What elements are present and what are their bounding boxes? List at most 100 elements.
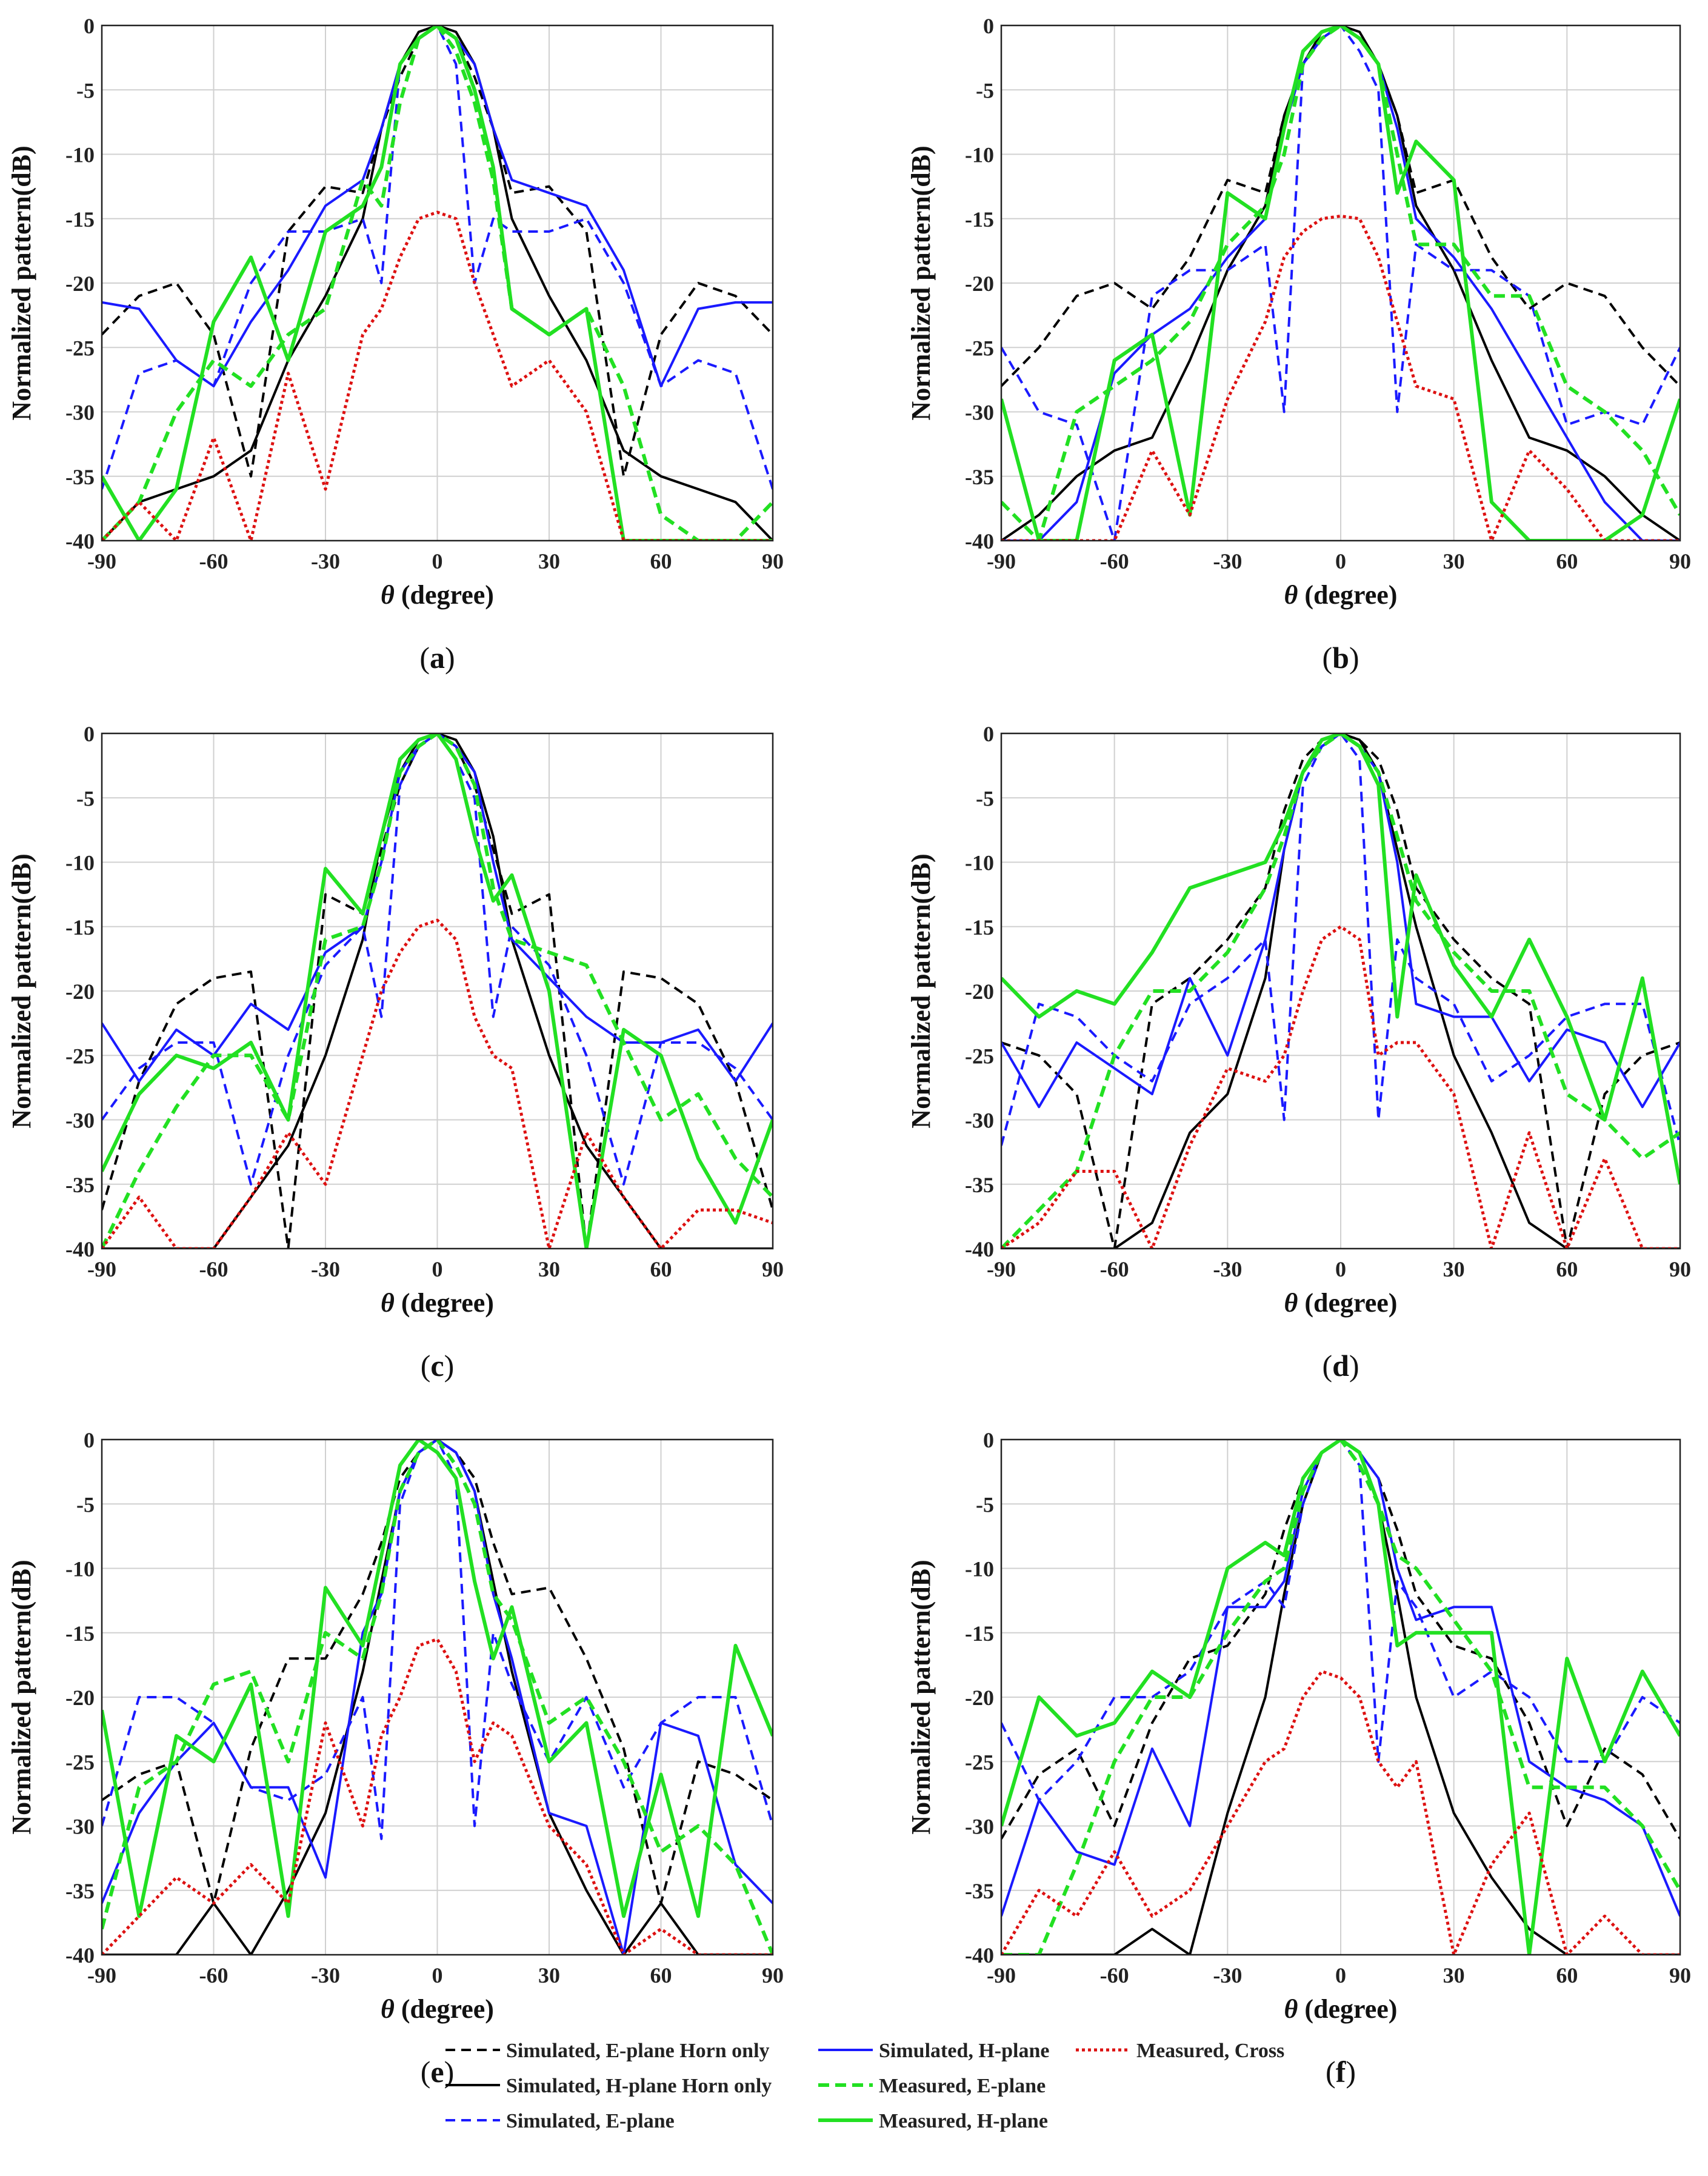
panel-c: -90 -60 -30 0 30 60 90 0 -5 -10 -15 -20 -25 -30 -35 -40… — [7, 722, 784, 1383]
y-tick-label: 0 — [84, 722, 95, 746]
x-tick-label: 60 — [1556, 549, 1578, 573]
y-tick-label: -15 — [965, 1621, 994, 1646]
series-sim-e-horn — [1001, 1440, 1680, 1840]
y-tick-label: -15 — [65, 1621, 95, 1646]
y-tick-label: -35 — [965, 1879, 994, 1903]
y-tick-label: -25 — [965, 1750, 994, 1774]
x-axis-label: θ (degree) — [1284, 580, 1398, 610]
y-tick-label: -20 — [65, 980, 95, 1004]
x-axis-label: θ (degree) — [381, 1994, 494, 2024]
y-tick-label: -20 — [965, 980, 994, 1004]
series-sim-h-horn — [1001, 733, 1680, 1249]
y-axis-label: Normalized pattern(dB) — [7, 1560, 36, 1834]
series-meas-h — [1001, 25, 1680, 541]
legend-item-sim-e: Simulated, E-plane — [445, 2110, 675, 2132]
series-meas-cross — [102, 210, 773, 541]
y-tick-label: -30 — [65, 1109, 95, 1133]
x-axis-label: θ (degree) — [1284, 1288, 1398, 1318]
x-tick-label: 0 — [1335, 1963, 1346, 1987]
y-tick-label: -35 — [965, 465, 994, 489]
panels: -90 -60 -30 0 30 60 90 0 -5 -10 -15 -20 -25 -30 -35 -40… — [7, 14, 1691, 2089]
y-tick-label: -35 — [65, 1173, 95, 1197]
series-meas-h — [1001, 1440, 1680, 1955]
legend-item-meas-cross: Measured, Cross — [1076, 2040, 1284, 2062]
y-tick-label: -10 — [965, 143, 994, 167]
y-tick-label: -35 — [65, 465, 95, 489]
series-meas-e — [102, 733, 773, 1249]
y-tick-label: 0 — [84, 1428, 95, 1452]
x-axis-label: θ (degree) — [1284, 1994, 1398, 2024]
series-sim-e — [1001, 733, 1680, 1146]
x-tick-label: 0 — [1335, 549, 1346, 573]
legend-label: Measured, Cross — [1136, 2040, 1284, 2062]
x-tick-label: -60 — [1100, 1257, 1129, 1281]
series-sim-h — [1001, 25, 1680, 541]
y-axis-label: Normalized pattern(dB) — [906, 1560, 936, 1834]
x-tick-label: 60 — [650, 549, 672, 573]
y-tick-label: -25 — [65, 336, 95, 360]
x-tick-label: 30 — [1443, 549, 1465, 573]
x-axis-label: θ (degree) — [381, 580, 494, 610]
series-meas-h — [1001, 733, 1680, 1185]
x-tick-label: -30 — [1213, 549, 1242, 573]
x-tick-label: -30 — [1213, 1963, 1242, 1987]
legend-label: Measured, H-plane — [879, 2110, 1048, 2132]
x-tick-label: -90 — [987, 549, 1016, 573]
y-tick-label: -5 — [976, 78, 994, 102]
x-tick-label: 60 — [650, 1257, 672, 1281]
x-tick-label: -30 — [1213, 1257, 1242, 1281]
y-tick-label: -15 — [65, 207, 95, 232]
x-tick-label: -90 — [987, 1963, 1016, 1987]
series-sim-e-horn — [102, 1440, 773, 1904]
y-tick-label: -5 — [976, 786, 994, 810]
panel-d: -90 -60 -30 0 30 60 90 0 -5 -10 -15 -20 -25 -30 -35 -40… — [906, 722, 1691, 1383]
legend-item-meas-e: Measured, E-plane — [818, 2075, 1046, 2097]
panel-caption: (f) — [1326, 2055, 1356, 2089]
y-tick-label: -40 — [965, 1943, 994, 1967]
x-tick-label: -60 — [1100, 549, 1129, 573]
x-tick-label: 90 — [762, 1257, 784, 1281]
y-axis-label: Normalized pattern(dB) — [7, 145, 36, 420]
panel-caption: (a) — [419, 641, 455, 675]
y-tick-label: -25 — [65, 1044, 95, 1068]
y-tick-label: -25 — [65, 1750, 95, 1774]
x-tick-label: 90 — [762, 549, 784, 573]
series-meas-cross — [1001, 925, 1680, 1249]
y-tick-label: -35 — [65, 1879, 95, 1903]
y-tick-label: -5 — [76, 1492, 95, 1517]
y-tick-label: -30 — [965, 1109, 994, 1133]
panel-caption: (b) — [1322, 641, 1359, 675]
series-sim-h — [102, 25, 773, 387]
x-tick-label: 30 — [538, 1257, 560, 1281]
x-tick-label: 60 — [1556, 1257, 1578, 1281]
y-tick-label: -5 — [76, 786, 95, 810]
legend-label: Measured, E-plane — [879, 2075, 1046, 2097]
x-tick-label: 90 — [762, 1963, 784, 1987]
series-sim-e — [102, 1440, 773, 1840]
x-tick-label: -30 — [311, 549, 340, 573]
series-sim-h — [1001, 733, 1680, 1109]
x-tick-label: 30 — [1443, 1963, 1465, 1987]
panel-caption: (d) — [1322, 1349, 1359, 1383]
x-tick-label: 0 — [432, 1963, 443, 1987]
x-tick-label: -90 — [87, 1257, 116, 1281]
series-sim-h-horn — [1001, 1440, 1680, 1955]
x-tick-label: 30 — [538, 549, 560, 573]
legend: Simulated, E-plane Horn only Simulated, H… — [445, 2040, 1284, 2132]
panel-caption: (c) — [421, 1349, 455, 1383]
plot-frame — [101, 1438, 774, 1956]
y-tick-label: -30 — [965, 401, 994, 425]
y-tick-label: -10 — [65, 1557, 95, 1581]
series-sim-e — [102, 733, 773, 1186]
y-tick-label: -20 — [965, 1686, 994, 1710]
series-sim-h-horn — [102, 25, 773, 541]
series-meas-cross — [102, 1637, 773, 1955]
legend-label: Simulated, H-plane — [879, 2040, 1049, 2062]
series-meas-e — [1001, 733, 1680, 1249]
x-tick-label: 0 — [432, 549, 443, 573]
y-tick-label: -30 — [965, 1815, 994, 1839]
series-meas-e — [102, 25, 773, 541]
plot-frame — [101, 24, 774, 542]
series-meas-cross — [1001, 215, 1680, 541]
